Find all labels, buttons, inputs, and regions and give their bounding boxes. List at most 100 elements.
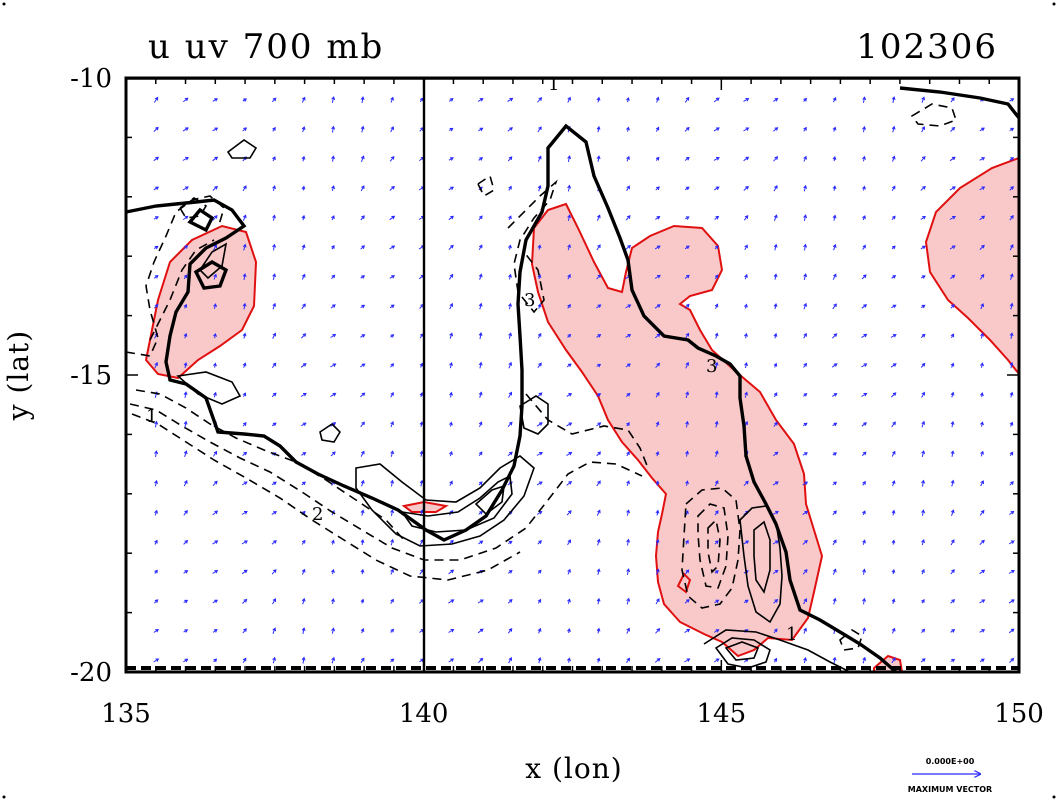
wind-vector <box>980 332 984 339</box>
wind-vector <box>537 627 542 634</box>
wind-vector <box>537 332 542 339</box>
wind-vector <box>301 185 306 191</box>
wind-vector <box>389 245 396 250</box>
wind-vector <box>567 333 572 338</box>
wind-vector <box>773 657 778 663</box>
wind-vector <box>773 127 779 132</box>
wind-vector <box>832 539 837 546</box>
wind-vector <box>330 392 337 398</box>
wind-vector <box>301 273 306 280</box>
wind-vector <box>478 157 484 161</box>
wind-vector <box>891 155 896 162</box>
wind-vector <box>419 392 424 398</box>
wind-vector <box>390 334 395 338</box>
wind-vector <box>803 627 807 634</box>
contour-dashed-1 <box>126 195 225 357</box>
plot-area: 1 3 2 1 3 1 <box>126 78 1019 672</box>
wind-vector <box>449 450 453 457</box>
wind-vector <box>478 391 483 398</box>
wind-vector <box>713 658 720 663</box>
wind-vector <box>154 361 158 369</box>
wind-vector <box>596 363 602 368</box>
wind-vector <box>419 479 424 487</box>
wind-vector <box>566 480 573 486</box>
wind-vector <box>242 98 248 102</box>
wind-vector <box>567 214 572 221</box>
wind-vector <box>271 511 278 515</box>
wind-vector <box>360 215 365 221</box>
wind-vector <box>862 597 867 605</box>
wind-vector <box>242 628 247 634</box>
contour-solid-8 <box>474 484 505 516</box>
wind-vector <box>360 657 365 663</box>
wind-vector <box>360 155 365 162</box>
contours-solid <box>176 139 851 672</box>
y-tick-label: -15 <box>70 361 112 391</box>
wind-vector <box>803 126 807 132</box>
wind-vector <box>802 568 808 575</box>
contour-solid-1 <box>226 139 258 159</box>
wind-vector <box>537 274 542 280</box>
wind-vector <box>713 186 720 191</box>
wind-vector <box>1009 302 1014 310</box>
wind-vector <box>773 332 778 339</box>
y-tick-label: -10 <box>70 64 112 94</box>
wind-vector <box>685 569 690 575</box>
wind-vector <box>772 569 779 575</box>
wind-vector <box>153 274 159 279</box>
wind-vector <box>478 481 483 486</box>
wind-vector <box>890 392 897 398</box>
wind-vector <box>773 98 779 102</box>
wind-vector <box>891 125 896 133</box>
wind-vector <box>832 510 837 516</box>
wind-vector <box>655 156 660 161</box>
wind-vector <box>773 421 778 427</box>
wind-vector <box>743 156 750 162</box>
wind-vector <box>566 451 573 457</box>
wind-vector <box>567 303 571 309</box>
wind-vector <box>950 97 955 103</box>
wind-vector <box>390 509 395 516</box>
wind-vector <box>154 539 158 545</box>
wind-vector <box>685 450 689 457</box>
wind-vector <box>921 539 925 546</box>
wind-vector <box>744 332 748 339</box>
zero-contour-loop <box>193 260 229 290</box>
wind-vector <box>714 510 719 516</box>
wind-vector <box>212 540 219 545</box>
wind-vector <box>596 480 601 487</box>
wind-vector <box>596 538 601 546</box>
wind-vector <box>242 657 247 663</box>
wind-vector <box>271 422 277 427</box>
plot-frame <box>124 76 1021 674</box>
wind-vector <box>241 481 248 486</box>
wind-vector <box>537 126 542 133</box>
wind-vector <box>832 155 837 162</box>
wind-vector <box>183 450 188 458</box>
wind-vector <box>773 273 778 280</box>
shaded-region-east <box>924 156 1019 376</box>
contour-solid-4 <box>198 242 228 280</box>
wind-vector <box>213 244 217 251</box>
wind-vector <box>979 539 985 545</box>
wind-vector <box>921 479 926 487</box>
wind-vector <box>802 452 808 456</box>
wind-vector <box>773 362 778 368</box>
wind-vector <box>213 332 217 339</box>
wind-vector <box>183 539 189 545</box>
wind-vector <box>567 96 571 103</box>
wind-vector <box>980 450 984 457</box>
wind-vector <box>625 215 631 221</box>
wind-vector <box>626 568 631 576</box>
wind-vector <box>508 244 512 250</box>
wind-vector <box>596 334 602 338</box>
coastline-northeast <box>899 86 1019 120</box>
wind-vector <box>242 422 247 427</box>
wind-vector <box>979 629 986 633</box>
wind-vector <box>979 215 986 221</box>
wind-vector <box>301 303 306 310</box>
wind-vector <box>390 479 395 487</box>
wind-vector <box>300 422 307 427</box>
wind-vector <box>242 273 247 280</box>
wind-vector <box>980 303 984 310</box>
